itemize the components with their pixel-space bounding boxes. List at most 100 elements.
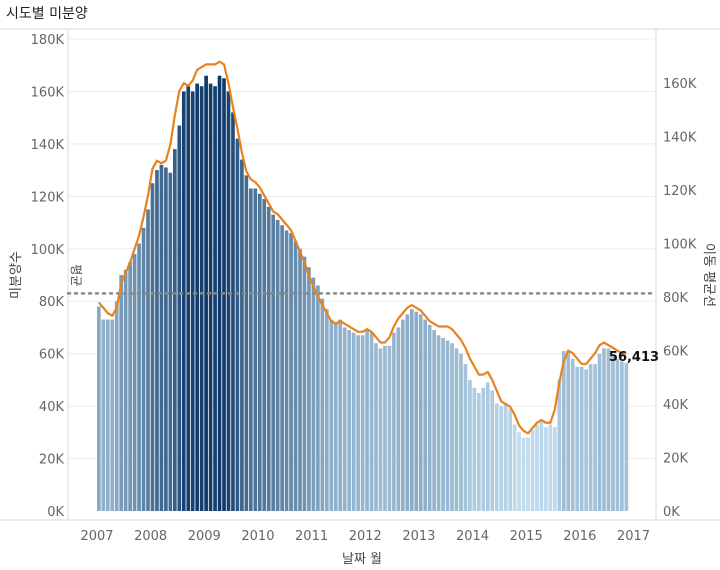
y-tick-label: 20K [39,453,65,468]
bar [123,269,128,511]
y-tick-label: 40K [39,400,65,415]
y2-tick-label: 40K [663,398,689,413]
bar [579,366,584,511]
bar [383,345,387,511]
bar [548,424,553,511]
y-tick-label: 80K [39,295,65,310]
bar [459,353,463,511]
bar [351,332,356,511]
bar [177,125,182,511]
bar [575,366,580,511]
bar [477,393,481,511]
bar [602,348,606,511]
bar [199,86,204,511]
bar [280,225,284,511]
bar [181,91,186,511]
reference-line-label: 평균 [69,264,83,286]
bar [240,159,244,511]
bar [195,83,200,511]
bar [409,309,414,511]
bar [235,138,240,511]
bar [325,309,329,511]
bar [320,298,325,511]
x-tick-label: 2017 [617,529,650,544]
bar [226,91,231,511]
bar [481,387,486,511]
y2-tick-label: 100K [663,238,697,253]
bar [374,343,378,511]
y2-tick-label: 60K [663,345,689,360]
bar [105,319,110,511]
bar [204,75,208,512]
bar [432,330,436,511]
bar [427,324,432,511]
bar [342,327,347,511]
bar [472,387,477,511]
last-value-label: 56,413 [609,350,659,365]
bar [624,363,629,511]
x-tick-label: 2007 [80,529,113,544]
bar [302,256,307,511]
y-tick-label: 140K [31,138,65,153]
bar [159,164,164,511]
bar [231,112,235,512]
x-axis: 2007 2008 2009 2010 2011 2012 2013 2014 2015 2016… [80,529,650,544]
bar [208,83,213,511]
x-tick-label: 2014 [456,529,489,544]
y-tick-label: 60K [39,348,65,363]
y-tick-label: 180K [31,33,65,48]
bar [570,358,575,511]
bar [418,314,423,511]
x-tick-label: 2009 [188,529,221,544]
y2-tick-label: 0K [663,505,680,520]
x-tick-label: 2013 [402,529,435,544]
bar [141,227,146,512]
bar [499,406,504,511]
bar [173,149,177,511]
bar [275,219,280,511]
bar [97,306,101,511]
bar [284,230,289,512]
y-axis-left: 0K 20K 40K 60K 80K 100K 120K 140K 160K 180K [31,33,65,520]
bar [257,193,262,511]
bar [262,198,267,511]
bar [490,390,495,511]
y2-tick-label: 140K [663,131,697,146]
bar [454,348,459,511]
bar [561,351,566,511]
bar [414,311,419,511]
bar [535,424,539,511]
bar [606,348,611,511]
bar [253,188,258,511]
bar [329,319,334,511]
bar [539,419,544,511]
bar [347,330,352,511]
bar [521,437,526,511]
bar [620,361,624,511]
bar [615,358,620,511]
bar [132,254,137,511]
bar [597,353,602,511]
bar [611,356,615,511]
bar [217,75,222,512]
moving-average-line [97,60,627,435]
bar [222,78,226,511]
bar [593,364,597,511]
bar [526,437,530,511]
bar [114,301,119,511]
bar [311,277,316,511]
y-tick-label: 120K [31,190,65,205]
y2-tick-label: 20K [663,452,689,467]
bar [494,403,499,511]
x-tick-label: 2012 [349,529,382,544]
bar [333,322,338,511]
y-tick-label: 100K [31,243,65,258]
x-axis-title: 날짜 월 [342,552,382,567]
bar [396,327,401,511]
bar [356,335,360,511]
y2-axis-title: 이동 평균선 [701,243,716,307]
bar [387,345,392,511]
bar [110,319,115,511]
bar [293,240,298,511]
bar [155,170,159,512]
